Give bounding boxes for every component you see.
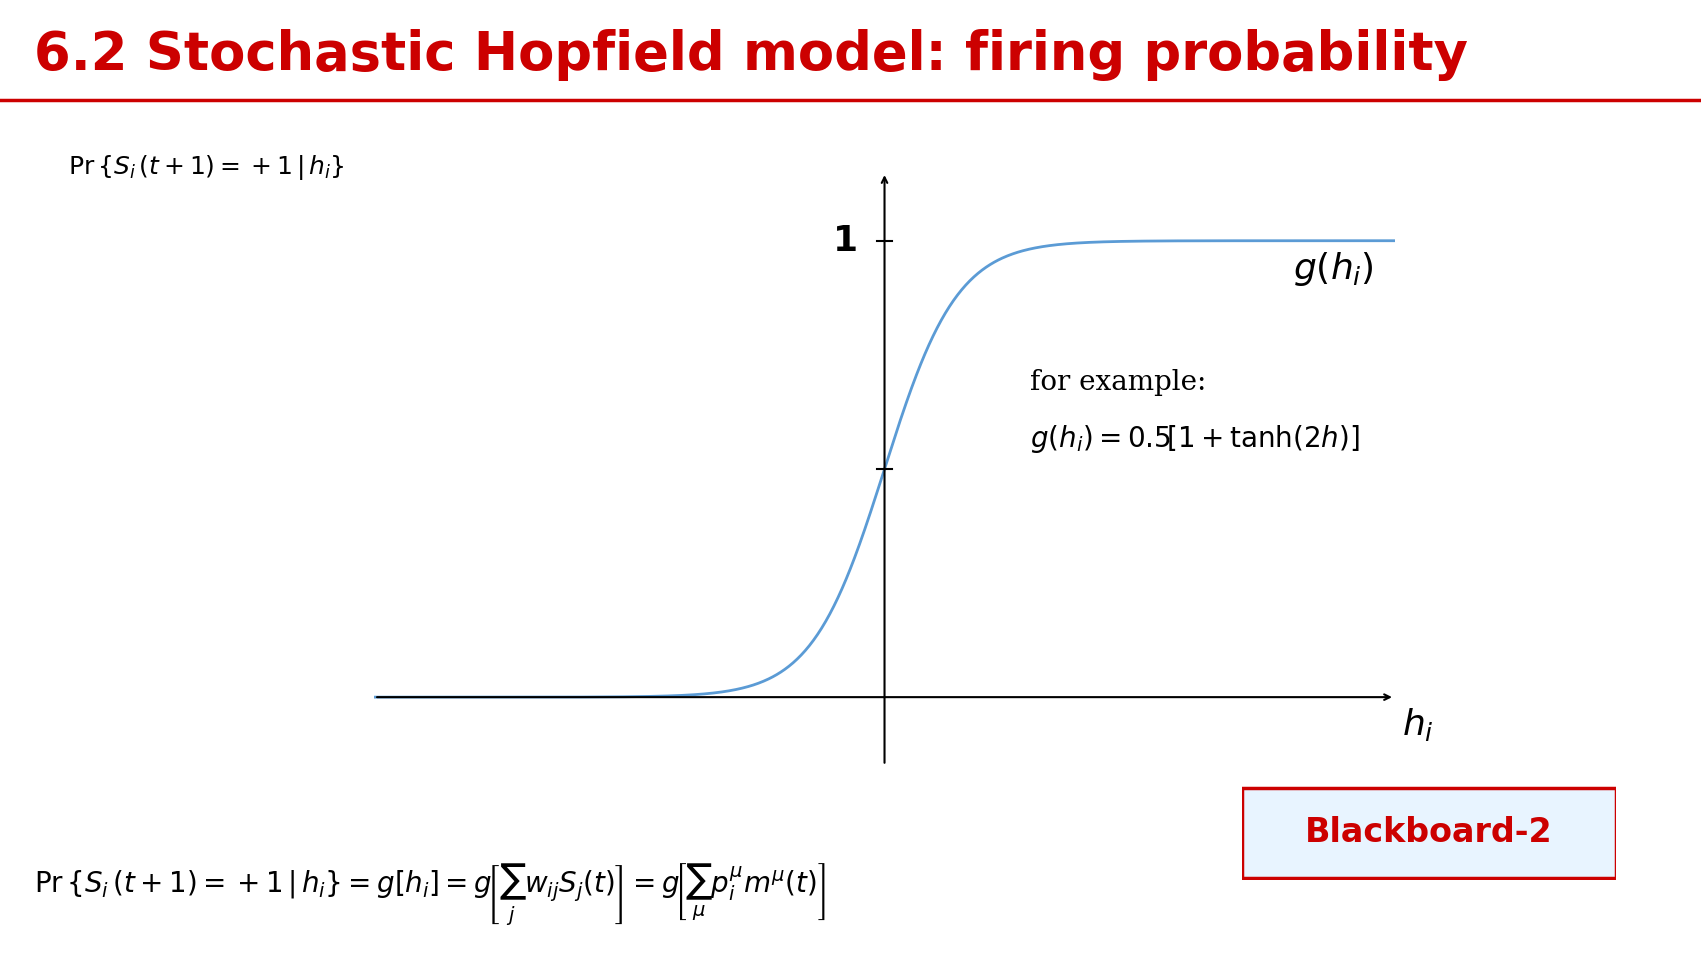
Text: Blackboard-2: Blackboard-2 — [1305, 816, 1553, 849]
Text: $h_i$: $h_i$ — [1402, 706, 1434, 744]
Text: $g(h_i)$: $g(h_i)$ — [1293, 250, 1374, 288]
Text: for example:: for example: — [1031, 368, 1206, 395]
Text: 1: 1 — [833, 224, 859, 257]
Text: 6.2 Stochastic Hopfield model: firing probability: 6.2 Stochastic Hopfield model: firing pr… — [34, 29, 1468, 80]
Text: $\Pr\{S_i\,(t+1)=+1\,|\,h_i\}$: $\Pr\{S_i\,(t+1)=+1\,|\,h_i\}$ — [68, 153, 345, 182]
FancyBboxPatch shape — [1242, 788, 1616, 878]
Text: $g(h_i) = 0.5\!\left[1 + \mathrm{tanh}(2h)\right]$: $g(h_i) = 0.5\!\left[1 + \mathrm{tanh}(2… — [1031, 423, 1361, 456]
Text: $\Pr\{S_i\,(t+1)=+1\,|\,h_i\}=g[h_i]=g\!\left[\sum_j w_{ij}S_j(t)\right]=g\!\lef: $\Pr\{S_i\,(t+1)=+1\,|\,h_i\}=g[h_i]=g\!… — [34, 861, 825, 927]
